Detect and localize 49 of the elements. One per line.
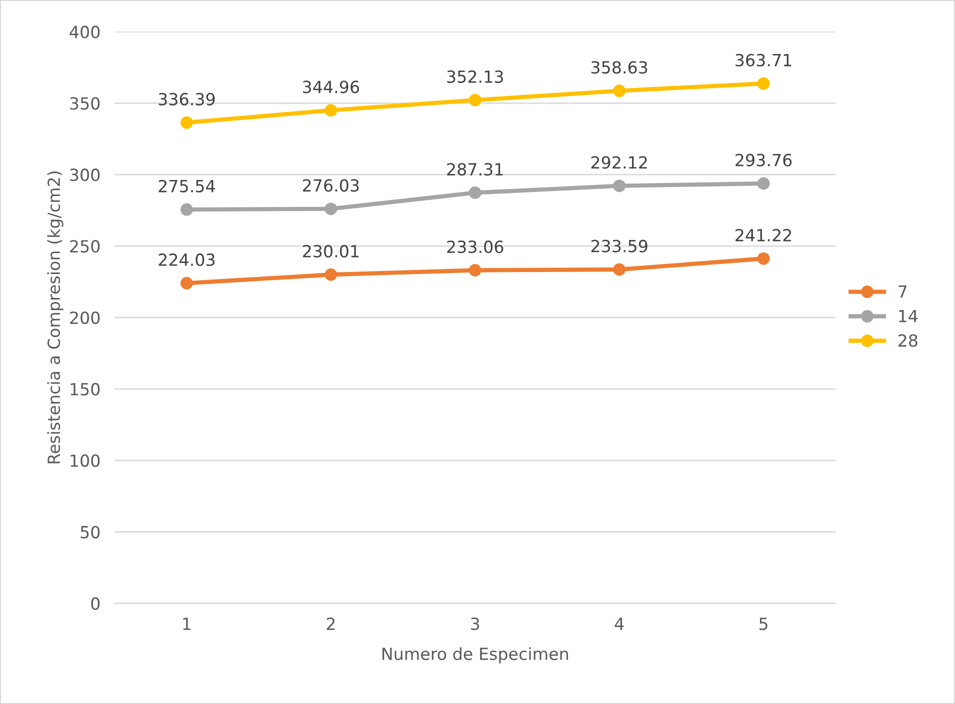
data-label: 358.63: [591, 61, 648, 74]
data-label: 293.76: [736, 154, 792, 166]
data-label: 224.03: [158, 253, 215, 266]
legend-label: 14: [899, 310, 918, 322]
point: [324, 268, 338, 281]
y-axis-title: Resistencia a Compresion (kg/cm2): [47, 172, 64, 464]
point: [468, 186, 482, 199]
point: [324, 104, 338, 117]
point: [180, 276, 193, 290]
data-label: 241.22: [736, 228, 792, 242]
point: [757, 77, 770, 90]
y-tick-label: 200: [70, 311, 100, 324]
point: [613, 84, 626, 98]
x-tick-label: 2: [326, 618, 335, 630]
point: [468, 94, 482, 106]
legend-label: 7: [898, 285, 906, 298]
point: [757, 252, 770, 265]
data-label: 276.03: [302, 179, 359, 192]
point: [324, 202, 338, 216]
x-tick-label: 4: [614, 618, 624, 630]
point: [180, 203, 193, 216]
point: [613, 180, 626, 192]
y-tick-label: 0: [91, 597, 100, 610]
data-label: 275.54: [158, 180, 215, 192]
data-label: 352.13: [447, 70, 503, 83]
x-tick-label: 3: [471, 618, 480, 630]
y-tick-label: 250: [70, 240, 100, 253]
point: [180, 116, 193, 129]
x-tick-label: 1: [183, 618, 190, 630]
y-tick-label: 400: [70, 26, 100, 38]
data-label: 233.59: [591, 240, 648, 252]
data-label: 344.96: [303, 80, 360, 94]
legend-label: 28: [898, 334, 918, 347]
y-tick-label: 300: [70, 168, 100, 182]
y-tick-label: 150: [70, 382, 100, 396]
y-tick-label: 50: [80, 526, 100, 538]
data-label: 292.12: [591, 156, 647, 169]
data-label: 336.39: [158, 92, 215, 106]
y-tick-label: 350: [70, 97, 100, 110]
x-tick-label: 5: [760, 618, 768, 630]
data-label: 363.71: [736, 54, 792, 66]
data-label: 287.31: [447, 163, 503, 176]
y-tick-label: 100: [70, 454, 100, 467]
x-axis-title: Numero de Especimen: [382, 647, 568, 664]
data-label: 230.01: [302, 244, 359, 258]
point: [468, 264, 482, 277]
point: [757, 177, 770, 190]
point: [613, 263, 626, 276]
data-label: 233.06: [447, 240, 504, 254]
